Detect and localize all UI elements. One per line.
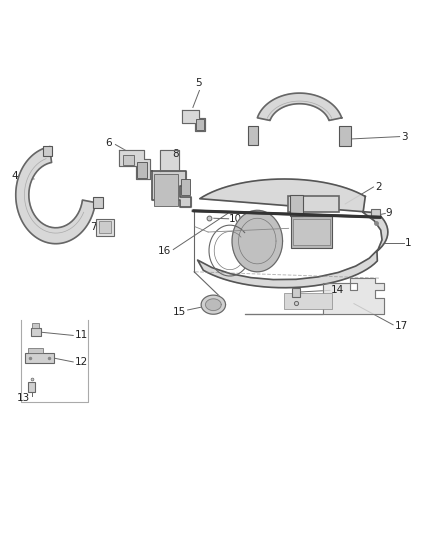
Text: 17: 17 — [395, 321, 409, 331]
Bar — [371, 209, 380, 217]
Bar — [154, 174, 178, 206]
Bar — [25, 353, 53, 363]
Bar — [42, 146, 52, 156]
Bar — [339, 126, 351, 146]
Polygon shape — [232, 211, 283, 272]
Bar — [93, 197, 103, 208]
Bar — [28, 348, 43, 353]
Bar — [196, 118, 204, 130]
Bar — [293, 219, 330, 245]
Polygon shape — [152, 171, 191, 207]
Text: 10: 10 — [229, 214, 242, 224]
Text: 3: 3 — [401, 132, 407, 142]
Polygon shape — [205, 299, 221, 311]
Bar — [32, 322, 39, 328]
Text: 12: 12 — [74, 357, 88, 367]
Polygon shape — [160, 150, 179, 171]
Text: 16: 16 — [158, 246, 171, 256]
Bar — [181, 179, 190, 195]
Text: 7: 7 — [90, 222, 96, 232]
Polygon shape — [182, 110, 205, 131]
Text: 11: 11 — [74, 330, 88, 341]
Polygon shape — [198, 179, 388, 288]
Bar — [28, 382, 35, 392]
Text: 9: 9 — [385, 208, 392, 219]
Bar — [284, 293, 332, 309]
Bar — [137, 162, 147, 178]
Text: 13: 13 — [17, 393, 30, 403]
Bar — [99, 221, 111, 233]
Bar — [288, 196, 339, 212]
Text: 15: 15 — [173, 306, 186, 317]
Text: 8: 8 — [172, 149, 179, 159]
Bar — [292, 288, 300, 297]
Text: 5: 5 — [195, 78, 201, 88]
Text: 4: 4 — [11, 172, 18, 181]
Polygon shape — [245, 278, 385, 314]
Polygon shape — [16, 147, 95, 244]
Bar — [96, 219, 114, 236]
Bar — [123, 155, 134, 165]
Text: 14: 14 — [331, 285, 345, 295]
Text: 1: 1 — [405, 238, 412, 248]
Bar — [291, 216, 332, 248]
Bar — [290, 195, 303, 216]
Text: 6: 6 — [106, 139, 113, 149]
Bar — [248, 126, 258, 144]
Polygon shape — [201, 295, 226, 314]
Bar — [31, 328, 41, 336]
Polygon shape — [258, 93, 342, 120]
Polygon shape — [119, 150, 150, 179]
Text: 2: 2 — [375, 182, 381, 192]
